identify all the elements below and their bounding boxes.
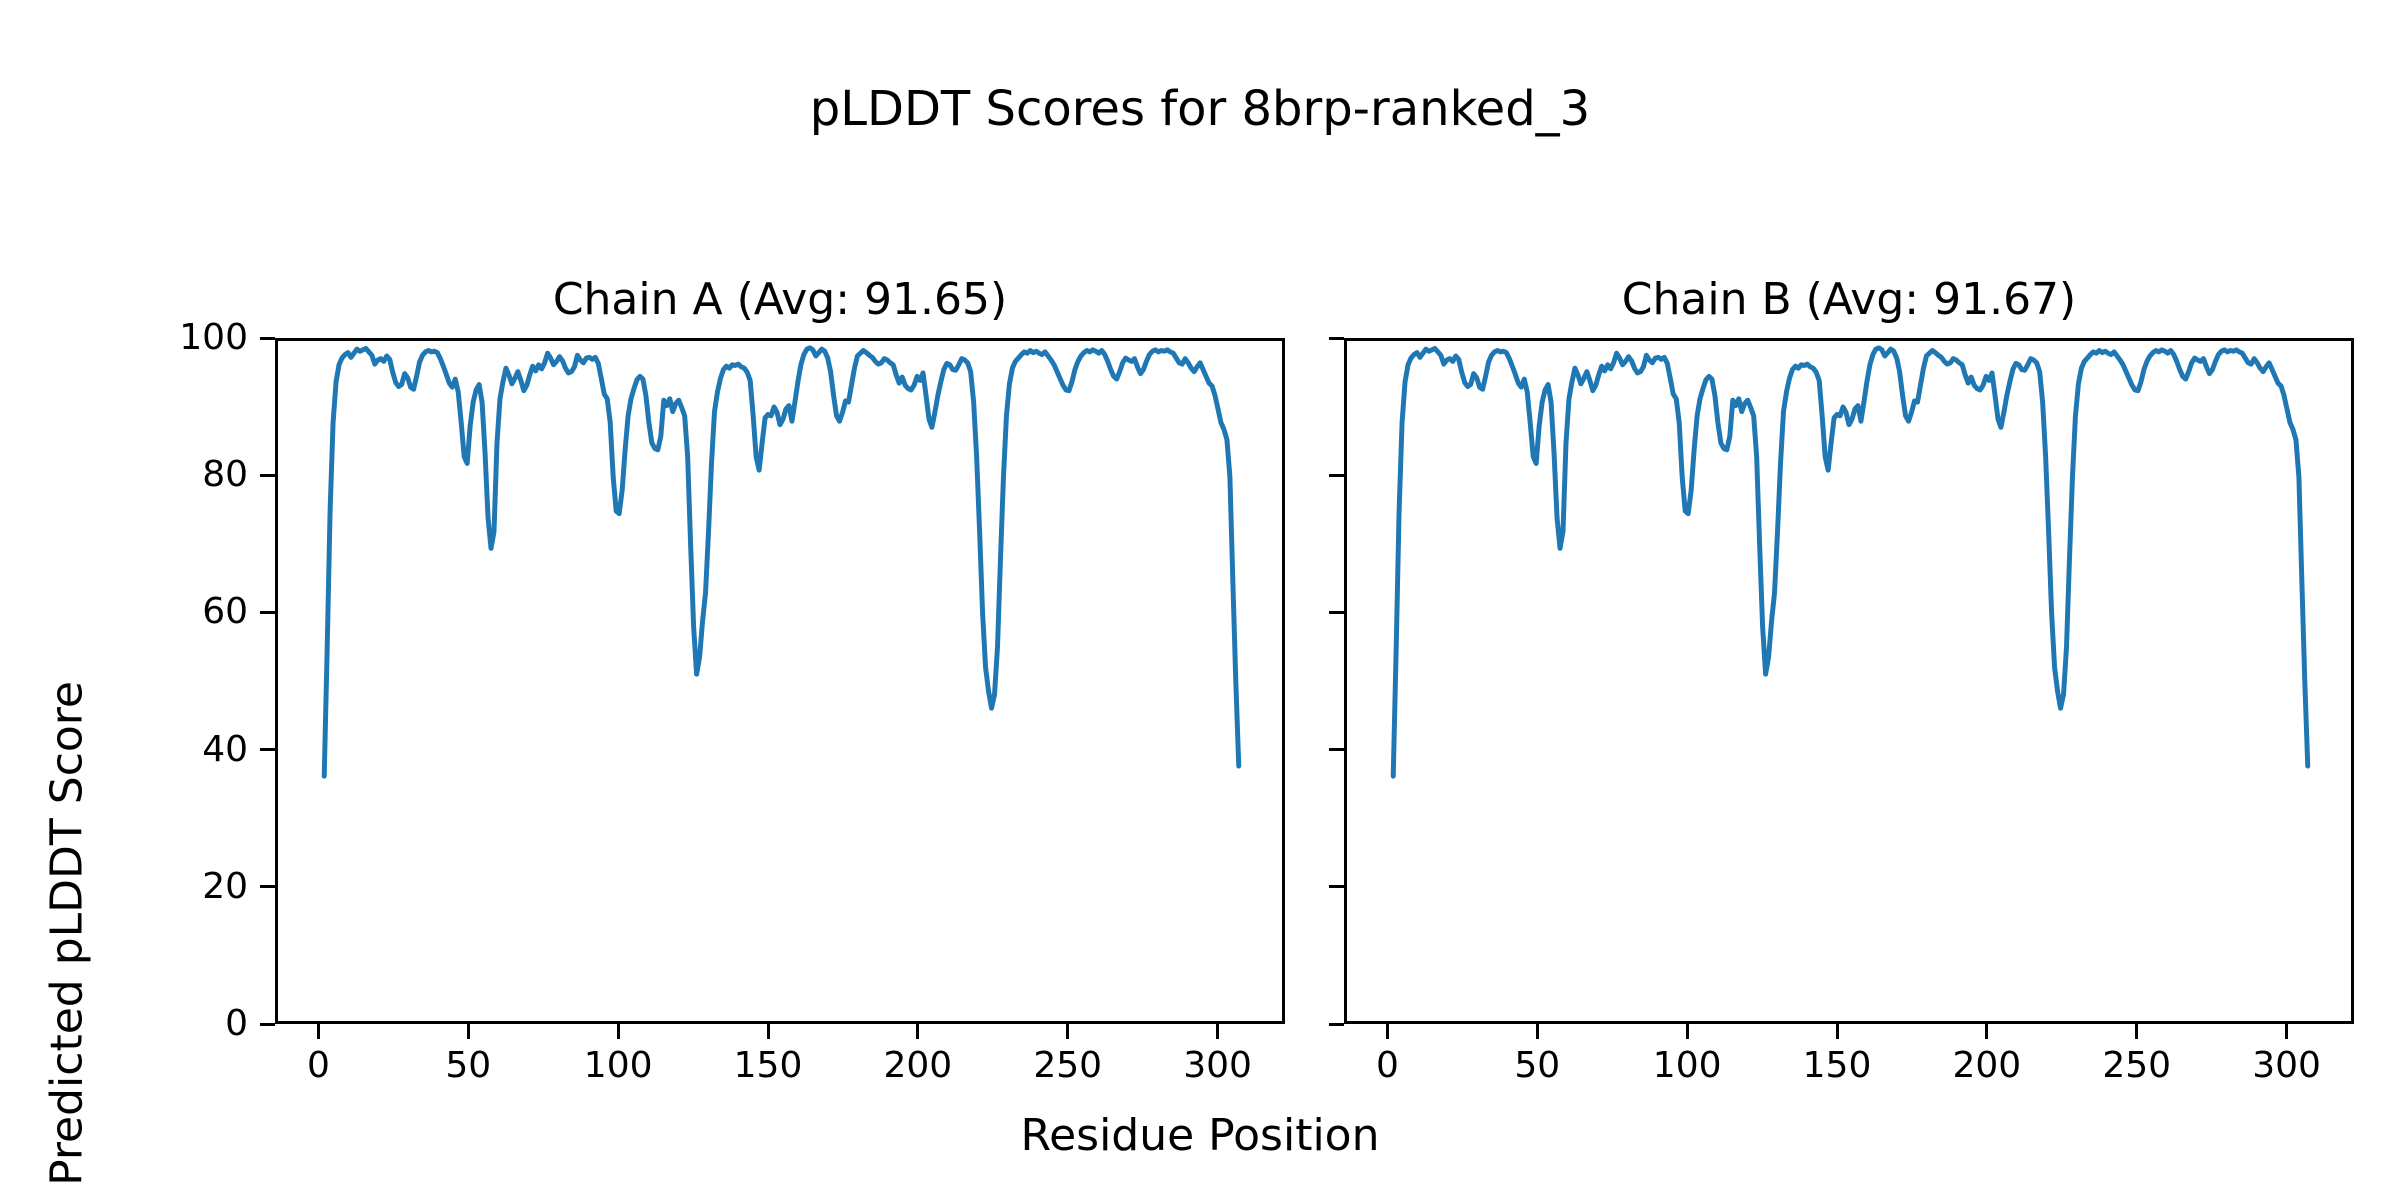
- y-axis-label-text: Predicted pLDDT Score: [41, 681, 92, 1186]
- subplot-chain-a-title: Chain A (Avg: 91.65): [552, 274, 1008, 325]
- x-tick-label: 50: [1514, 1045, 1561, 1086]
- x-tick-mark: [766, 1024, 770, 1039]
- x-tick-mark: [616, 1024, 620, 1039]
- x-tick-label: 150: [733, 1045, 803, 1086]
- subplot-chain-b-title: Chain B (Avg: 91.67): [1621, 274, 2077, 325]
- x-tick-label: 100: [1652, 1045, 1722, 1086]
- chain-b-line-chart: [1390, 345, 2311, 779]
- y-tick-label: 100: [179, 317, 248, 358]
- y-tick-mark: [260, 336, 275, 340]
- plddt-line-series: [1390, 345, 2311, 779]
- y-tick-mark: [1329, 1022, 1344, 1026]
- y-tick-mark: [1329, 336, 1344, 340]
- y-tick-mark: [260, 1022, 275, 1026]
- x-tick-mark: [1385, 1024, 1389, 1039]
- y-tick-mark: [1329, 610, 1344, 614]
- x-tick-label: 300: [2252, 1045, 2321, 1086]
- x-tick-label: 200: [883, 1045, 953, 1086]
- x-tick-mark: [1835, 1024, 1839, 1039]
- x-tick-label: 150: [1802, 1045, 1872, 1086]
- plddt-line-series: [321, 345, 1242, 779]
- x-tick-label: 300: [1183, 1045, 1252, 1086]
- y-tick-label: 0: [225, 1003, 248, 1044]
- y-tick-mark: [260, 473, 275, 477]
- x-tick-label: 250: [1033, 1045, 1103, 1086]
- x-tick-mark: [1685, 1024, 1689, 1039]
- y-tick-label: 60: [202, 591, 248, 633]
- x-tick-label: 200: [1952, 1045, 2022, 1086]
- x-tick-label: 0: [1376, 1045, 1399, 1086]
- y-tick-label: 80: [202, 454, 248, 496]
- y-tick-mark: [1329, 885, 1344, 889]
- y-tick-label: 40: [202, 728, 248, 770]
- x-tick-mark: [316, 1024, 320, 1039]
- x-tick-mark: [2135, 1024, 2139, 1039]
- x-tick-label: 0: [307, 1045, 330, 1086]
- y-tick-label: 20: [202, 865, 248, 907]
- y-tick-mark: [1329, 748, 1344, 752]
- x-tick-mark: [916, 1024, 920, 1039]
- x-tick-label: 50: [445, 1045, 492, 1086]
- chain-b-plot-area: [1344, 338, 2354, 1024]
- chain-a-plot-area: [275, 338, 1285, 1024]
- x-tick-mark: [466, 1024, 470, 1039]
- x-tick-mark: [1066, 1024, 1070, 1039]
- chain-a-line-chart: [321, 345, 1242, 779]
- subplot-chain-b: Chain B (Avg: 91.67) 0 50 100 150 200 250 300: [1329, 275, 2354, 1085]
- y-tick-mark: [260, 885, 275, 889]
- subplot-chain-a: Chain A (Avg: 91.65) 0 50 100 150 200 250 300 0…: [179, 275, 1285, 1085]
- x-axis-label: Residue Position: [1020, 1110, 1380, 1161]
- x-tick-mark: [1216, 1024, 1220, 1039]
- y-tick-mark: [1329, 473, 1344, 477]
- y-tick-mark: [260, 748, 275, 752]
- x-tick-mark: [1985, 1024, 1989, 1039]
- x-tick-label: 250: [2102, 1045, 2172, 1086]
- x-tick-label: 100: [583, 1045, 653, 1086]
- x-tick-mark: [1535, 1024, 1539, 1039]
- figure-title: pLDDT Scores for 8brp-ranked_3: [809, 81, 1591, 137]
- x-tick-mark: [2285, 1024, 2289, 1039]
- y-tick-mark: [260, 610, 275, 614]
